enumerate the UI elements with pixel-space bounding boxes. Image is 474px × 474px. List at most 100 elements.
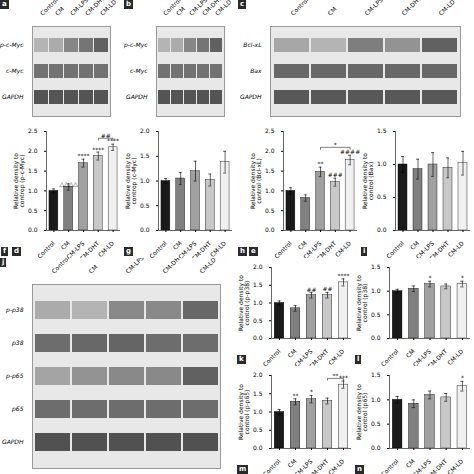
svg-text:1.5: 1.5 — [253, 281, 263, 288]
svg-text:CM-LPS: CM-LPS — [124, 258, 145, 275]
svg-text:1.0: 1.0 — [371, 287, 381, 294]
svg-text:GAPDH: GAPDH — [240, 93, 262, 100]
svg-text:0.5: 0.5 — [377, 193, 387, 200]
svg-text:CM-LD: CM-LD — [446, 347, 465, 366]
svg-text:1.0: 1.0 — [140, 177, 150, 184]
svg-text:CM-DHT: CM-DHT — [161, 258, 183, 275]
svg-text:GAPDH: GAPDH — [2, 438, 24, 445]
svg-text:CM-LD: CM-LD — [446, 239, 465, 258]
svg-text:0.0: 0.0 — [377, 226, 387, 233]
svg-text:0.5: 0.5 — [371, 420, 381, 427]
svg-text:CM-LD: CM-LD — [214, 0, 233, 17]
svg-text:2.0: 2.0 — [140, 127, 150, 134]
svg-text:2.0: 2.0 — [253, 263, 263, 270]
svg-text:0.0: 0.0 — [28, 226, 38, 233]
svg-text:CM: CM — [59, 239, 71, 251]
svg-text:###: ### — [328, 171, 343, 178]
svg-text:2.5: 2.5 — [28, 127, 38, 134]
svg-text:1.5: 1.5 — [28, 167, 38, 174]
svg-text:*: * — [461, 374, 464, 381]
svg-text:Control: Control — [148, 239, 169, 260]
svg-text:1.0: 1.0 — [377, 160, 387, 167]
svg-text:Relative density tocontrol (p-: Relative density tocontrol (p-p65) — [237, 384, 251, 440]
svg-text:2.0: 2.0 — [265, 147, 275, 154]
svg-text:1.0: 1.0 — [253, 408, 263, 415]
svg-text:Control: Control — [379, 457, 400, 474]
svg-text:CM: CM — [404, 457, 416, 469]
svg-text:Relative density tocontrol (p3: Relative density tocontrol (p38) — [355, 275, 369, 331]
svg-text:1.5: 1.5 — [377, 127, 387, 134]
svg-text:Control: Control — [261, 457, 282, 474]
svg-text:GAPDH: GAPDH — [2, 93, 24, 100]
svg-text:Control: Control — [385, 239, 406, 260]
svg-text:CM-LD: CM-LD — [446, 457, 465, 474]
svg-text:**: ** — [333, 372, 339, 379]
svg-text:0.0: 0.0 — [253, 334, 263, 341]
svg-text:Control: Control — [50, 258, 71, 275]
svg-text:0.5: 0.5 — [265, 207, 275, 214]
svg-text:p38: p38 — [11, 339, 24, 347]
svg-text:Relative density tocontrop (c-: Relative density tocontrop (c-Myc) — [124, 153, 138, 209]
svg-text:CM-DHT: CM-DHT — [400, 0, 422, 17]
svg-text:Control: Control — [273, 239, 294, 260]
svg-text:CM: CM — [87, 263, 99, 275]
svg-text:Control: Control — [289, 0, 310, 17]
svg-text:Relative density tocontrol (p-: Relative density tocontrol (p-p38) — [237, 275, 251, 331]
svg-text:*: * — [334, 141, 337, 148]
svg-text:0.5: 0.5 — [28, 207, 38, 214]
svg-text:0.0: 0.0 — [371, 334, 381, 341]
svg-text:c-Myc: c-Myc — [130, 67, 148, 75]
svg-text:CM: CM — [171, 239, 183, 251]
svg-text:CM: CM — [404, 347, 416, 359]
svg-text:CM: CM — [286, 457, 298, 469]
svg-text:2.5: 2.5 — [265, 127, 275, 134]
svg-text:△△△△: △△△△ — [59, 180, 78, 187]
svg-text:0.0: 0.0 — [265, 226, 275, 233]
svg-text:Bax: Bax — [250, 67, 262, 74]
svg-text:Relative density tocontrol (Ba: Relative density tocontrol (Bax) — [361, 153, 374, 209]
svg-text:0.0: 0.0 — [253, 444, 263, 451]
svg-text:*: * — [461, 274, 464, 281]
svg-text:1.0: 1.0 — [265, 187, 275, 194]
svg-text:CM-LD: CM-LD — [437, 0, 456, 17]
svg-text:**: ** — [293, 392, 299, 399]
svg-text:1.5: 1.5 — [253, 390, 263, 397]
svg-text:CM: CM — [54, 5, 66, 17]
svg-text:0.0: 0.0 — [371, 444, 381, 451]
svg-text:CM-LPS: CM-LPS — [363, 0, 384, 17]
svg-text:*: * — [310, 388, 313, 395]
svg-text:Control: Control — [379, 347, 400, 368]
svg-text:CM-LD: CM-LD — [327, 347, 346, 366]
svg-text:CM: CM — [175, 5, 187, 17]
svg-text:Relative density tocontrol (p6: Relative density tocontrol (p65) — [355, 384, 369, 440]
svg-text:Control: Control — [36, 239, 57, 260]
svg-text:c-Myc: c-Myc — [6, 67, 24, 75]
svg-text:****: **** — [92, 146, 104, 153]
svg-text:CM: CM — [326, 5, 338, 17]
svg-text:1.5: 1.5 — [371, 371, 381, 378]
svg-text:****: **** — [338, 272, 350, 279]
svg-text:p-p38: p-p38 — [5, 306, 24, 314]
svg-text:p-p65: p-p65 — [5, 372, 24, 380]
svg-text:1.0: 1.0 — [253, 299, 263, 306]
svg-text:CM: CM — [408, 239, 420, 251]
svg-text:1.0: 1.0 — [28, 187, 38, 194]
svg-text:##: ## — [101, 132, 111, 139]
svg-text:CM-LD: CM-LD — [333, 239, 352, 258]
svg-text:0.5: 0.5 — [140, 202, 150, 209]
svg-text:CM-LD: CM-LD — [208, 239, 227, 258]
svg-text:Relative density tocontrol (Bc: Relative density tocontrol (Bcl-xL) — [249, 153, 262, 209]
svg-text:1.5: 1.5 — [265, 167, 275, 174]
svg-text:1.0: 1.0 — [371, 396, 381, 403]
svg-text:0.5: 0.5 — [253, 426, 263, 433]
svg-text:CM-LD: CM-LD — [327, 457, 346, 474]
svg-text:2.0: 2.0 — [28, 147, 38, 154]
svg-text:1.5: 1.5 — [371, 263, 381, 270]
svg-text:0.5: 0.5 — [253, 317, 263, 324]
svg-text:##: ## — [322, 285, 332, 292]
svg-text:2.0: 2.0 — [253, 371, 263, 378]
svg-text:CM-LD: CM-LD — [198, 258, 217, 275]
svg-text:CM: CM — [296, 239, 308, 251]
svg-text:0.5: 0.5 — [371, 311, 381, 318]
svg-text:*: * — [429, 274, 432, 281]
